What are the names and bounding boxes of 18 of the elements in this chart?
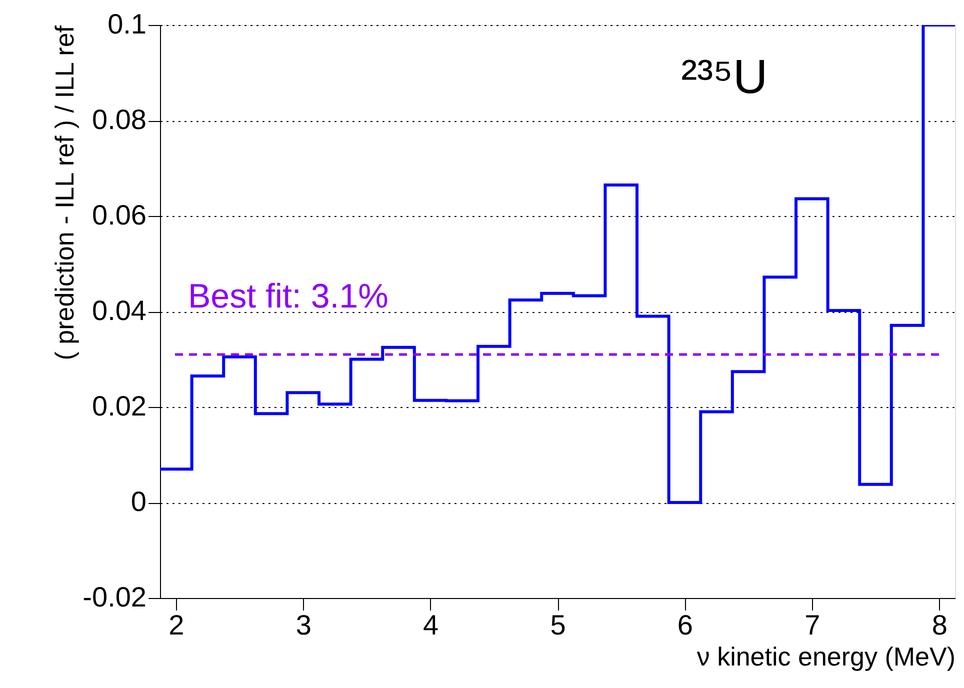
x-tick-label: 2 bbox=[168, 610, 184, 640]
y-tick-label: -0.02 bbox=[82, 582, 146, 612]
y-tick-label: 0.02 bbox=[92, 390, 146, 422]
ref-line-label: Best fit: 3.1% bbox=[188, 277, 388, 316]
x-tick-label: 8 bbox=[932, 610, 948, 640]
x-tick-label: 3 bbox=[296, 610, 312, 640]
y-tick-label: 0.06 bbox=[92, 200, 146, 230]
x-axis-title: ν kinetic energy (MeV) bbox=[696, 642, 956, 672]
x-tick-label: 5 bbox=[550, 610, 566, 640]
y-tick-label: 0 bbox=[130, 486, 146, 517]
x-tick-label: 7 bbox=[804, 610, 820, 640]
annotation: ²³⁵U bbox=[681, 51, 768, 104]
y-axis-title: ( prediction - ILL ref ) / ILL ref bbox=[50, 24, 80, 360]
y-tick-label: 0.1 bbox=[108, 8, 146, 40]
x-tick-label: 4 bbox=[423, 610, 439, 640]
y-tick-label: 0.04 bbox=[92, 295, 146, 326]
y-tick-label: 0.08 bbox=[92, 104, 146, 135]
x-tick-label: 6 bbox=[677, 610, 693, 640]
